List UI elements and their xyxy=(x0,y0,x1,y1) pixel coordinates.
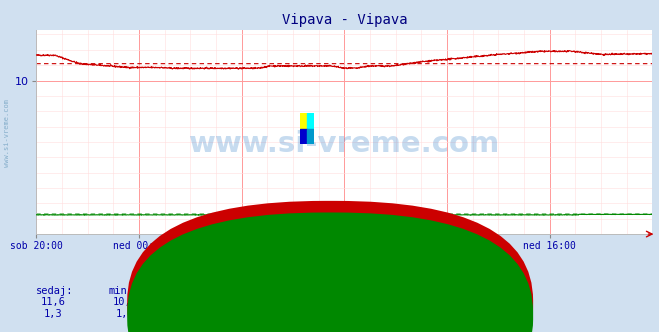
Bar xyxy=(300,129,307,144)
Text: 1,3: 1,3 xyxy=(43,309,62,319)
Bar xyxy=(300,113,307,129)
Bar xyxy=(307,129,314,144)
Text: min.:: min.: xyxy=(109,286,140,296)
Text: maks.:: maks.: xyxy=(254,286,291,296)
Text: pretok[m3/s]: pretok[m3/s] xyxy=(338,309,413,319)
Text: www.si-vreme.com: www.si-vreme.com xyxy=(3,99,10,167)
Text: 10,8: 10,8 xyxy=(113,297,138,307)
Text: 1,2: 1,2 xyxy=(116,309,134,319)
Bar xyxy=(307,113,314,129)
Text: 11,9: 11,9 xyxy=(258,297,283,307)
Text: povpr.:: povpr.: xyxy=(181,286,225,296)
Text: Vipava - Vipava: Vipava - Vipava xyxy=(326,286,420,296)
Title: Vipava - Vipava: Vipava - Vipava xyxy=(281,13,407,27)
Text: sedaj:: sedaj: xyxy=(36,286,74,296)
Text: Slovenija / reke in morje.: Slovenija / reke in morje. xyxy=(248,245,411,255)
Text: 11,6: 11,6 xyxy=(40,297,65,307)
Text: www.si-vreme.com: www.si-vreme.com xyxy=(188,130,500,158)
Text: 1,3: 1,3 xyxy=(261,309,279,319)
Text: Meritve: trenutne  Enote: metrične  Črta: 5% meritev: Meritve: trenutne Enote: metrične Črta: … xyxy=(167,270,492,280)
Text: zadnji dan / 5 minut.: zadnji dan / 5 minut. xyxy=(264,258,395,268)
Text: 11,1: 11,1 xyxy=(185,297,210,307)
Text: temperatura[C]: temperatura[C] xyxy=(338,297,426,307)
Text: 1,3: 1,3 xyxy=(188,309,207,319)
